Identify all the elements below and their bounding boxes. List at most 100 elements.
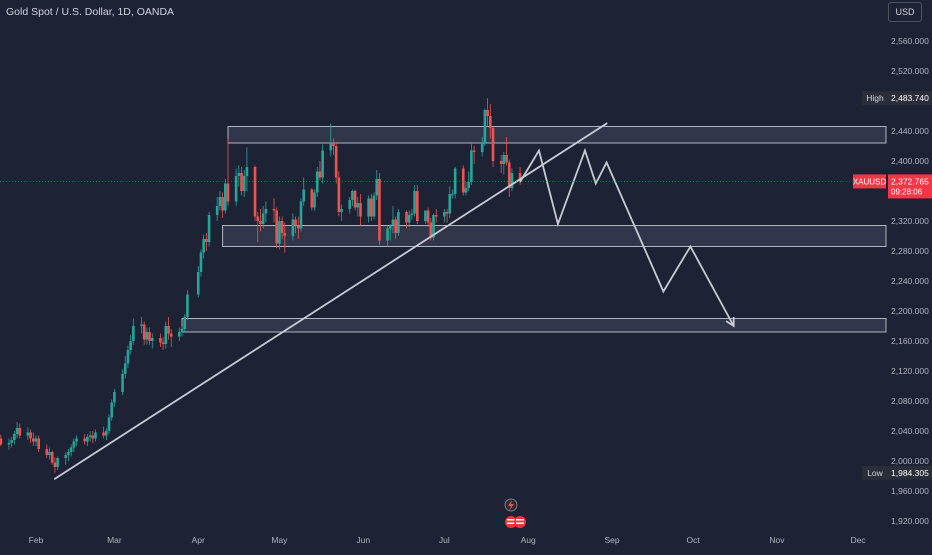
candle-body — [196, 272, 200, 295]
candle — [353, 189, 357, 211]
candle — [424, 210, 427, 224]
candle — [226, 138, 230, 206]
candle — [283, 222, 287, 253]
trendline[interactable] — [54, 122, 608, 480]
candle-body — [415, 191, 419, 221]
event-icons[interactable] — [504, 498, 526, 528]
y-tick-label: 2,400.000 — [891, 156, 929, 166]
candle-body — [340, 209, 343, 212]
candle — [334, 143, 338, 184]
candle-body — [434, 215, 438, 217]
candle — [445, 209, 449, 223]
candle-body — [223, 183, 227, 211]
candle — [18, 423, 22, 439]
candle-body — [169, 333, 173, 337]
candle — [415, 185, 419, 224]
candle — [186, 290, 189, 320]
y-tick-label: 2,280.000 — [891, 246, 929, 256]
candle-body — [367, 198, 370, 217]
candle — [67, 449, 70, 461]
candle — [34, 435, 38, 446]
candle-body — [123, 363, 127, 374]
candle — [480, 137, 484, 157]
candle — [375, 170, 379, 200]
candle — [215, 197, 219, 221]
candle-body — [67, 452, 70, 455]
lower-zone[interactable] — [181, 318, 887, 333]
candles-layer — [0, 98, 522, 473]
y-tick-label: 2,000.000 — [891, 456, 929, 466]
candle — [275, 207, 278, 248]
candle — [332, 138, 335, 155]
candle — [15, 422, 19, 439]
middle-zone[interactable] — [222, 225, 887, 247]
candle-body — [29, 432, 32, 439]
us-flag-icon[interactable] — [505, 516, 517, 528]
currency-button[interactable]: USD — [888, 2, 922, 22]
us-flag-icon-2[interactable] — [514, 516, 526, 528]
candle-body — [510, 173, 514, 188]
candle-body — [245, 167, 249, 176]
candle — [242, 170, 246, 197]
candle — [110, 399, 114, 421]
candle — [291, 213, 295, 241]
candle — [489, 104, 492, 139]
candle-body — [480, 143, 484, 152]
candle-body — [359, 203, 362, 217]
candle — [94, 429, 97, 442]
candle — [150, 333, 154, 349]
candle-body — [410, 213, 414, 215]
y-tick-label: 2,120.000 — [891, 366, 929, 376]
lightning-icon[interactable] — [504, 498, 518, 512]
candle — [388, 224, 392, 241]
candle-body — [405, 212, 408, 223]
candle-body — [397, 212, 400, 233]
symbol-tag-box — [853, 174, 886, 189]
candle-body — [145, 332, 149, 340]
candle-body — [88, 435, 92, 437]
candle-body — [518, 173, 522, 182]
candle-body — [199, 252, 203, 272]
candle-body — [407, 215, 411, 223]
projection-arrowhead — [725, 316, 735, 328]
candle-body — [502, 155, 506, 164]
candle-body — [167, 326, 170, 334]
candle — [161, 337, 165, 350]
candle-body — [429, 222, 433, 238]
x-tick-label: Apr — [192, 535, 205, 545]
candle — [507, 159, 511, 197]
candle — [443, 209, 446, 223]
candle — [259, 209, 262, 232]
candle — [180, 326, 184, 337]
candle — [313, 189, 316, 211]
candle-body — [483, 110, 487, 143]
candle-body — [26, 432, 30, 436]
zones-layer — [181, 126, 887, 333]
candle — [483, 108, 487, 146]
candle-body — [275, 210, 278, 244]
high-price-tag-value-box — [888, 91, 932, 106]
candle — [491, 126, 495, 167]
candle — [26, 427, 30, 440]
projection-path[interactable] — [519, 147, 735, 327]
time-axis[interactable]: Feb Mar Apr May Jun Jul Aug Sep Oct Nov Dec — [29, 535, 867, 545]
symbol-tag-label: XAUUSD — [853, 177, 887, 186]
candle-body — [356, 203, 360, 208]
candle-body — [237, 173, 241, 176]
candle — [0, 434, 3, 446]
candle-body — [34, 438, 38, 442]
candle — [121, 369, 124, 395]
candle-body — [207, 215, 211, 242]
candle-body — [83, 438, 86, 442]
candle-body — [318, 171, 322, 178]
candle — [451, 189, 454, 199]
candle — [202, 234, 205, 259]
candle — [178, 327, 181, 341]
x-tick-label: Aug — [521, 535, 536, 545]
candle — [413, 185, 416, 217]
upper-zone[interactable] — [227, 126, 887, 144]
candle-body — [159, 338, 162, 343]
